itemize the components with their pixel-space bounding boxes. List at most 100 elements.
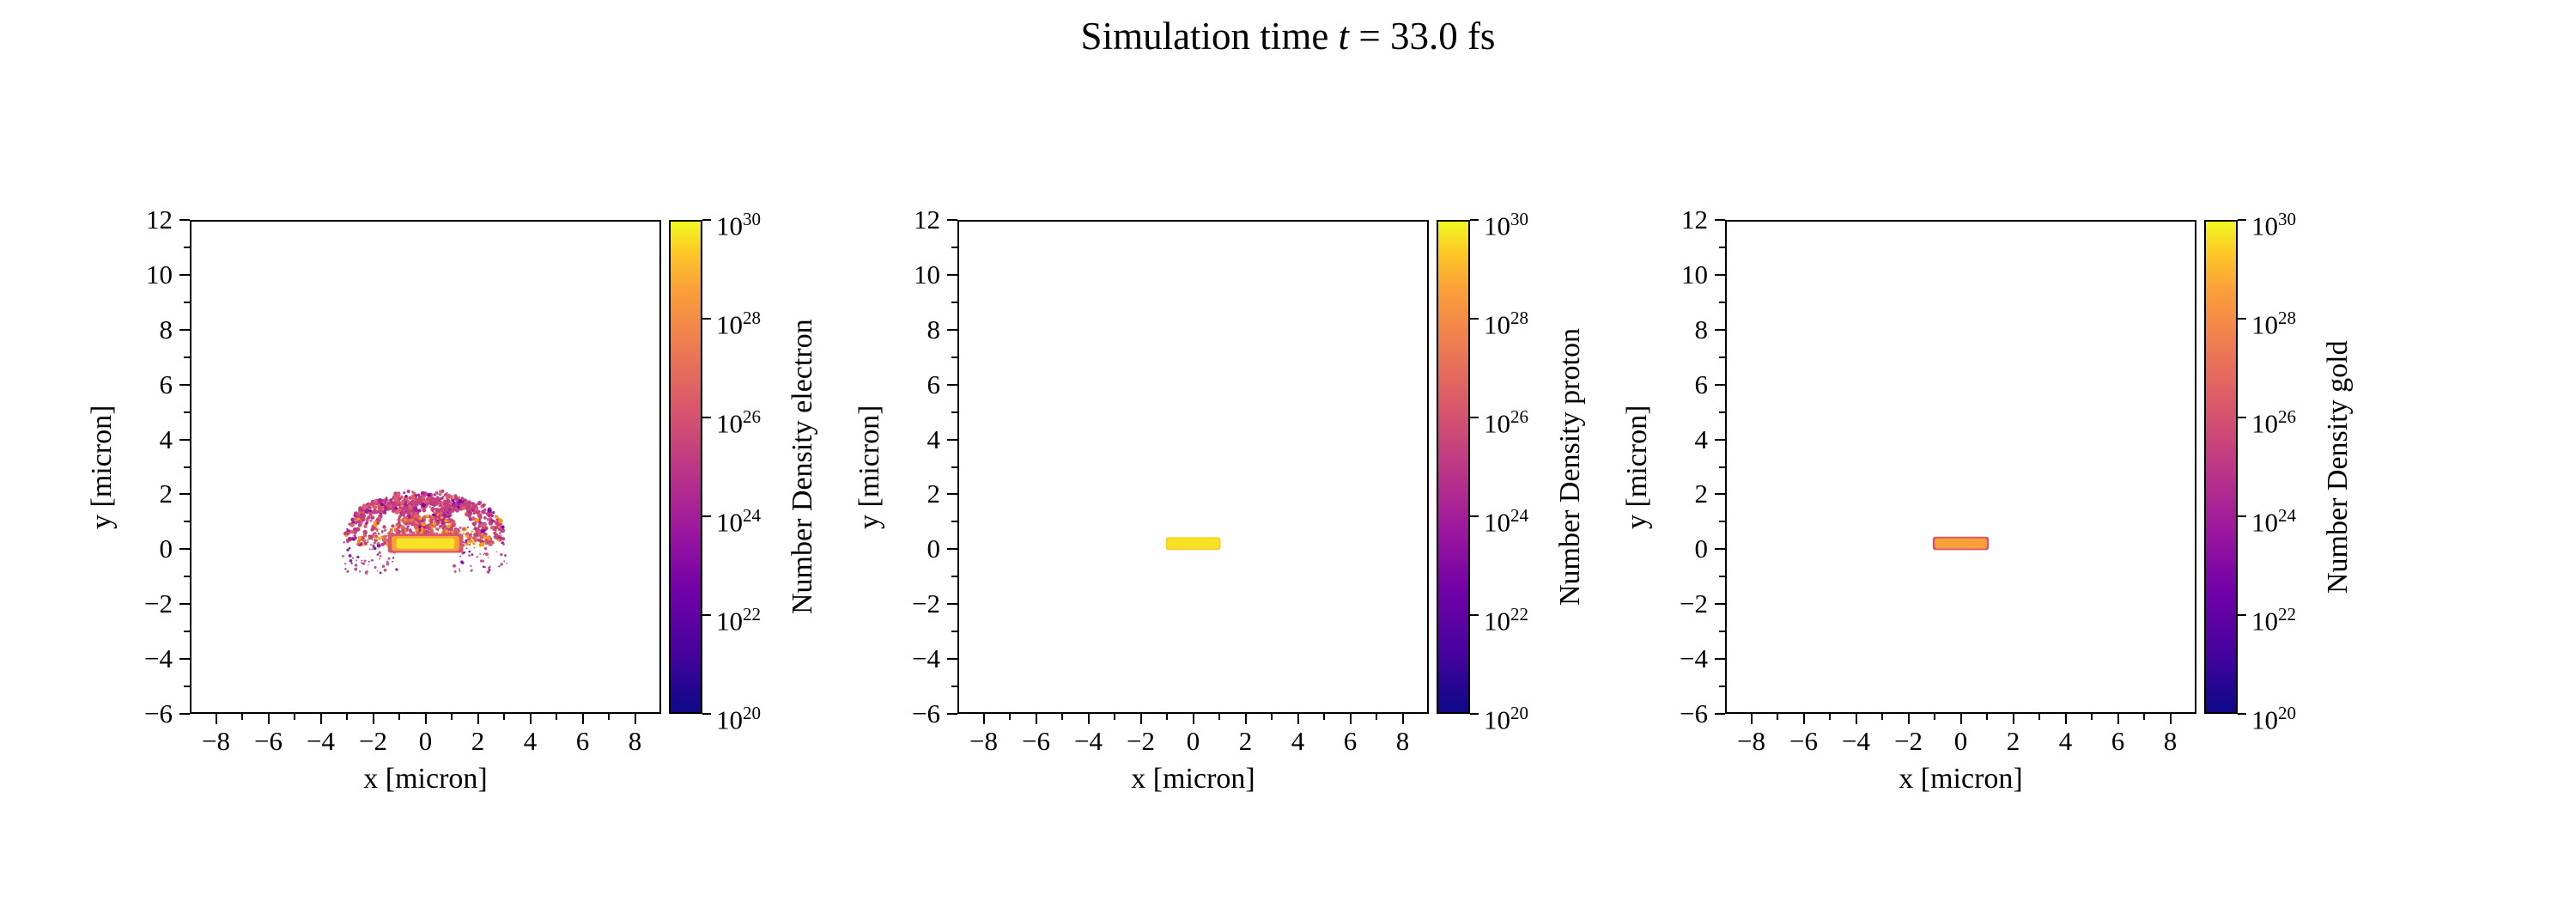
colorbar-tick-label: 1020 [1484, 703, 1528, 735]
y-tick-label: −4 [144, 643, 173, 674]
y-major-tick [179, 548, 190, 551]
x-tick-label: 2 [2006, 726, 2020, 756]
x-major-tick [2117, 714, 2119, 724]
x-tick-label: −4 [307, 726, 335, 756]
y-major-tick [947, 713, 957, 715]
x-tick-label: −4 [1074, 726, 1103, 756]
y-minor-tick [1719, 686, 1725, 688]
x-minor-tick [503, 714, 505, 720]
colorbar-tick [1470, 713, 1479, 715]
colorbar-tick-label: 1026 [716, 406, 761, 439]
x-major-tick [1192, 714, 1194, 724]
x-tick-label: −6 [254, 726, 283, 756]
x-major-tick [634, 714, 636, 724]
colorbar-tick [2238, 318, 2246, 320]
y-major-tick [1715, 219, 1725, 221]
y-major-tick [1715, 548, 1725, 551]
x-minor-tick [398, 714, 400, 720]
x-major-tick [2012, 714, 2014, 724]
y-tick-label: −2 [1680, 588, 1708, 619]
y-minor-tick [184, 631, 190, 633]
y-minor-tick [951, 686, 957, 688]
y-tick-label: 2 [927, 478, 941, 509]
x-tick-label: 4 [2058, 726, 2073, 756]
x-minor-tick [1376, 714, 1377, 720]
y-tick-label: −2 [144, 588, 173, 619]
y-axis-label: y [micron] [1621, 405, 1653, 529]
y-axis-label: y [micron] [854, 405, 885, 529]
x-major-tick [581, 714, 584, 724]
x-major-tick [2169, 714, 2172, 724]
y-minor-tick [1719, 631, 1725, 633]
y-tick-label: 8 [159, 314, 173, 344]
x-minor-tick [2143, 714, 2145, 720]
y-major-tick [947, 328, 957, 331]
colorbar-tick [702, 713, 711, 715]
y-minor-tick [951, 466, 957, 468]
x-major-tick [424, 714, 427, 724]
colorbar-tick-label: 1028 [2251, 308, 2296, 340]
proton-colorbar-label: Number Density proton [1554, 328, 1586, 606]
y-major-tick [947, 438, 957, 441]
x-tick-label: −2 [359, 726, 387, 756]
y-major-tick [179, 713, 190, 715]
x-tick-label: −8 [1737, 726, 1765, 756]
x-tick-label: −8 [969, 726, 998, 756]
x-major-tick [529, 714, 532, 724]
y-tick-label: 6 [159, 369, 173, 399]
panel-gold: y [micron] x [micron] Number Density gol… [1621, 0, 2389, 902]
y-major-tick [947, 383, 957, 386]
y-tick-label: 12 [914, 204, 940, 235]
y-minor-tick [1719, 576, 1725, 578]
x-major-tick [477, 714, 479, 724]
x-tick-label: 0 [418, 726, 433, 756]
colorbar-tick [702, 318, 711, 320]
x-minor-tick [1218, 714, 1220, 720]
x-tick-label: 2 [471, 726, 485, 756]
figure-title-variable: t [1338, 15, 1350, 58]
y-minor-tick [1719, 246, 1725, 248]
x-minor-tick [1061, 714, 1063, 720]
y-tick-label: 0 [159, 533, 173, 564]
y-tick-label: −2 [912, 588, 940, 619]
y-tick-label: 4 [1694, 424, 1709, 454]
y-major-tick [179, 658, 190, 661]
x-axis-label: x [micron] [363, 763, 488, 795]
y-minor-tick [951, 411, 957, 413]
gold-colorbar-label: Number Density gold [2322, 340, 2354, 594]
x-major-tick [372, 714, 374, 724]
y-minor-tick [1719, 301, 1725, 303]
x-minor-tick [346, 714, 348, 720]
figure-title-prefix: Simulation time [1080, 15, 1339, 58]
x-minor-tick [1166, 714, 1168, 720]
y-minor-tick [1719, 411, 1725, 413]
x-minor-tick [608, 714, 610, 720]
x-major-tick [1750, 714, 1753, 724]
y-minor-tick [184, 576, 190, 578]
colorbar-tick [2238, 417, 2246, 418]
y-tick-label: 12 [146, 204, 173, 235]
x-tick-label: −4 [1842, 726, 1870, 756]
colorbar-tick-label: 1020 [716, 703, 761, 735]
x-major-tick [1035, 714, 1037, 724]
y-minor-tick [951, 246, 957, 248]
x-tick-label: 6 [575, 726, 590, 756]
y-tick-label: 6 [927, 369, 941, 399]
colorbar-tick-label: 1026 [1484, 406, 1528, 439]
y-tick-label: 8 [927, 314, 941, 344]
x-major-tick [215, 714, 217, 724]
y-tick-label: −6 [144, 698, 173, 728]
y-tick-label: −6 [1680, 698, 1708, 728]
colorbar-tick-label: 1030 [2251, 209, 2296, 241]
x-tick-label: 4 [523, 726, 538, 756]
y-tick-label: 2 [159, 478, 173, 509]
x-major-tick [1401, 714, 1404, 724]
x-tick-label: 2 [1238, 726, 1253, 756]
colorbar-tick [2238, 515, 2246, 517]
electron-density-plot-area [190, 220, 661, 714]
x-tick-label: −2 [1894, 726, 1923, 756]
x-minor-tick [1986, 714, 1988, 720]
colorbar-tick [2238, 219, 2246, 221]
y-major-tick [179, 219, 190, 221]
